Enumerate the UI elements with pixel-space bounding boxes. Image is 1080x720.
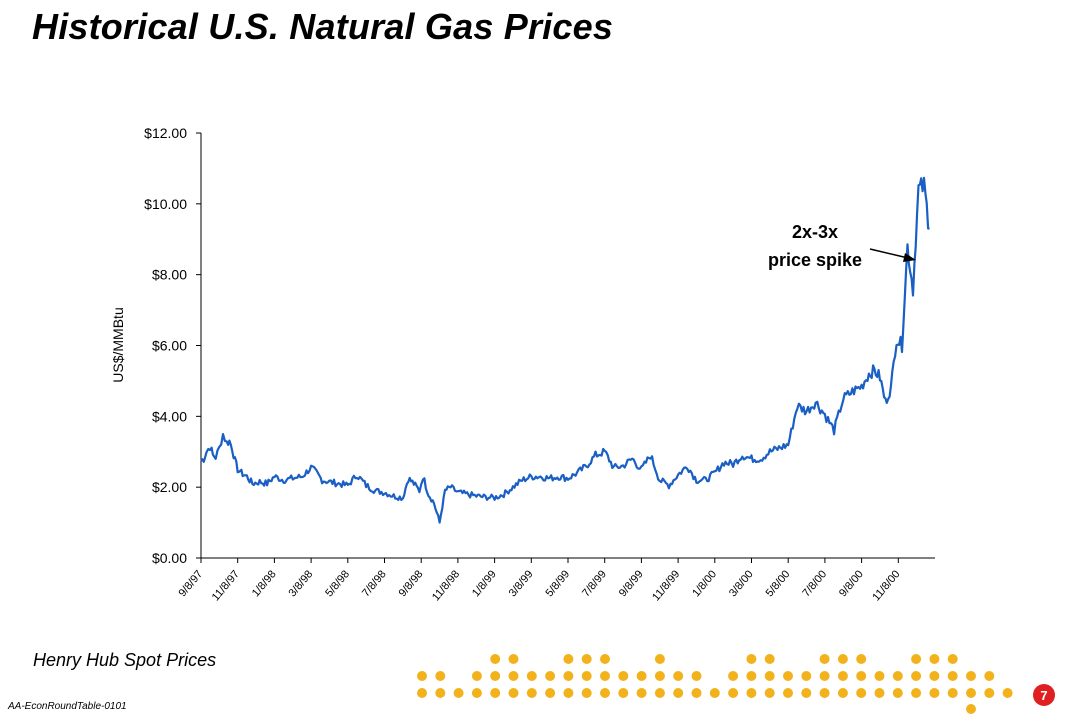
decorative-dot <box>764 654 775 664</box>
decorative-dot <box>581 654 592 664</box>
decorative-dot <box>636 671 647 681</box>
decorative-dot <box>618 671 629 681</box>
decorative-dot <box>984 671 995 681</box>
decorative-dot <box>600 654 610 664</box>
decorative-dot <box>819 671 830 681</box>
decorative-dot <box>874 688 885 698</box>
y-tick-label: $0.00 <box>152 550 187 566</box>
decorative-dot <box>764 671 775 681</box>
decorative-dot <box>837 654 848 664</box>
decorative-dot <box>746 671 757 681</box>
decorative-dot <box>654 688 665 698</box>
decorative-dot <box>563 671 574 681</box>
decorative-dot <box>600 671 610 681</box>
decorative-dot <box>911 654 922 664</box>
decorative-dot <box>691 688 702 698</box>
y-tick-label: $6.00 <box>152 338 187 354</box>
decorative-dot <box>1002 688 1013 698</box>
decorative-dot <box>471 688 482 698</box>
decorative-dot <box>728 671 739 681</box>
decorative-dot <box>746 654 757 664</box>
annotation-line1: 2x-3x <box>792 222 838 242</box>
decorative-dot <box>966 704 976 714</box>
decorative-dot <box>856 671 867 681</box>
decorative-dot <box>783 688 793 698</box>
decorative-dot <box>526 671 537 681</box>
decorative-dot <box>545 671 556 681</box>
decorative-dot <box>947 671 958 681</box>
decorative-dot <box>801 688 812 698</box>
decorative-dot <box>581 688 592 698</box>
y-axis-label: US$/MMBtu <box>110 307 126 382</box>
decorative-dot <box>618 688 629 698</box>
decorative-dot <box>911 671 922 681</box>
decorative-dot <box>435 688 446 698</box>
decorative-dot <box>691 671 702 681</box>
decorative-dot <box>874 671 885 681</box>
decorative-dot <box>819 688 830 698</box>
decorative-dot <box>801 671 812 681</box>
decorative-dot <box>929 654 940 664</box>
decorative-dot <box>837 671 848 681</box>
decorative-dot <box>929 688 940 698</box>
decorative-dot <box>819 654 830 664</box>
chart-subtitle: Henry Hub Spot Prices <box>33 650 217 670</box>
decorative-dot <box>966 688 976 698</box>
decorative-dot <box>746 688 757 698</box>
page-number-badge: 7 <box>1033 684 1055 706</box>
decorative-dot <box>600 688 610 698</box>
decorative-dot <box>563 654 574 664</box>
decorative-dot <box>856 654 867 664</box>
decorative-dot <box>563 688 574 698</box>
footer-code: AA-EconRoundTable-0101 <box>8 701 127 712</box>
decorative-dot <box>526 688 537 698</box>
decorative-dot <box>929 671 940 681</box>
decorative-dot <box>856 688 867 698</box>
price-series-line <box>200 176 930 524</box>
y-tick-label: $4.00 <box>152 408 187 424</box>
annotation-arrow-line <box>869 248 909 259</box>
decorative-dot <box>673 688 684 698</box>
annotation-arrowhead <box>903 253 916 262</box>
decorative-dot <box>673 671 684 681</box>
decorative-dot <box>471 671 482 681</box>
decorative-dot <box>947 688 958 698</box>
decorative-dot <box>581 671 592 681</box>
decorative-dot <box>435 671 446 681</box>
decorative-dot <box>490 688 501 698</box>
decorative-dot <box>966 671 976 681</box>
decorative-dot <box>728 688 739 698</box>
decorative-dot <box>453 688 464 698</box>
decorative-dot <box>490 654 501 664</box>
y-tick-label: $12.00 <box>144 125 187 141</box>
annotation-line2: price spike <box>768 250 862 270</box>
y-tick-label: $2.00 <box>152 479 187 495</box>
decorative-dot <box>837 688 848 698</box>
decorative-dot <box>892 671 903 681</box>
decorative-dot <box>654 654 665 664</box>
decorative-dot <box>508 671 519 681</box>
decorative-dot <box>417 688 427 698</box>
decorative-dot <box>709 688 720 698</box>
decorative-dot <box>636 688 647 698</box>
decorative-dot <box>417 671 427 681</box>
decorative-dot <box>783 671 793 681</box>
decorative-dot <box>545 688 556 698</box>
decorative-dot <box>947 654 958 664</box>
y-tick-label: $8.00 <box>152 267 187 283</box>
decorative-dot <box>508 654 519 664</box>
decorative-dot <box>508 688 519 698</box>
decorative-dot <box>984 688 995 698</box>
page-title: Historical U.S. Natural Gas Prices <box>32 6 614 47</box>
decorative-dot <box>892 688 903 698</box>
decorative-dot <box>911 688 922 698</box>
decorative-dot <box>764 688 775 698</box>
decorative-dot <box>654 671 665 681</box>
y-tick-label: $10.00 <box>144 196 187 212</box>
decorative-dot <box>490 671 501 681</box>
